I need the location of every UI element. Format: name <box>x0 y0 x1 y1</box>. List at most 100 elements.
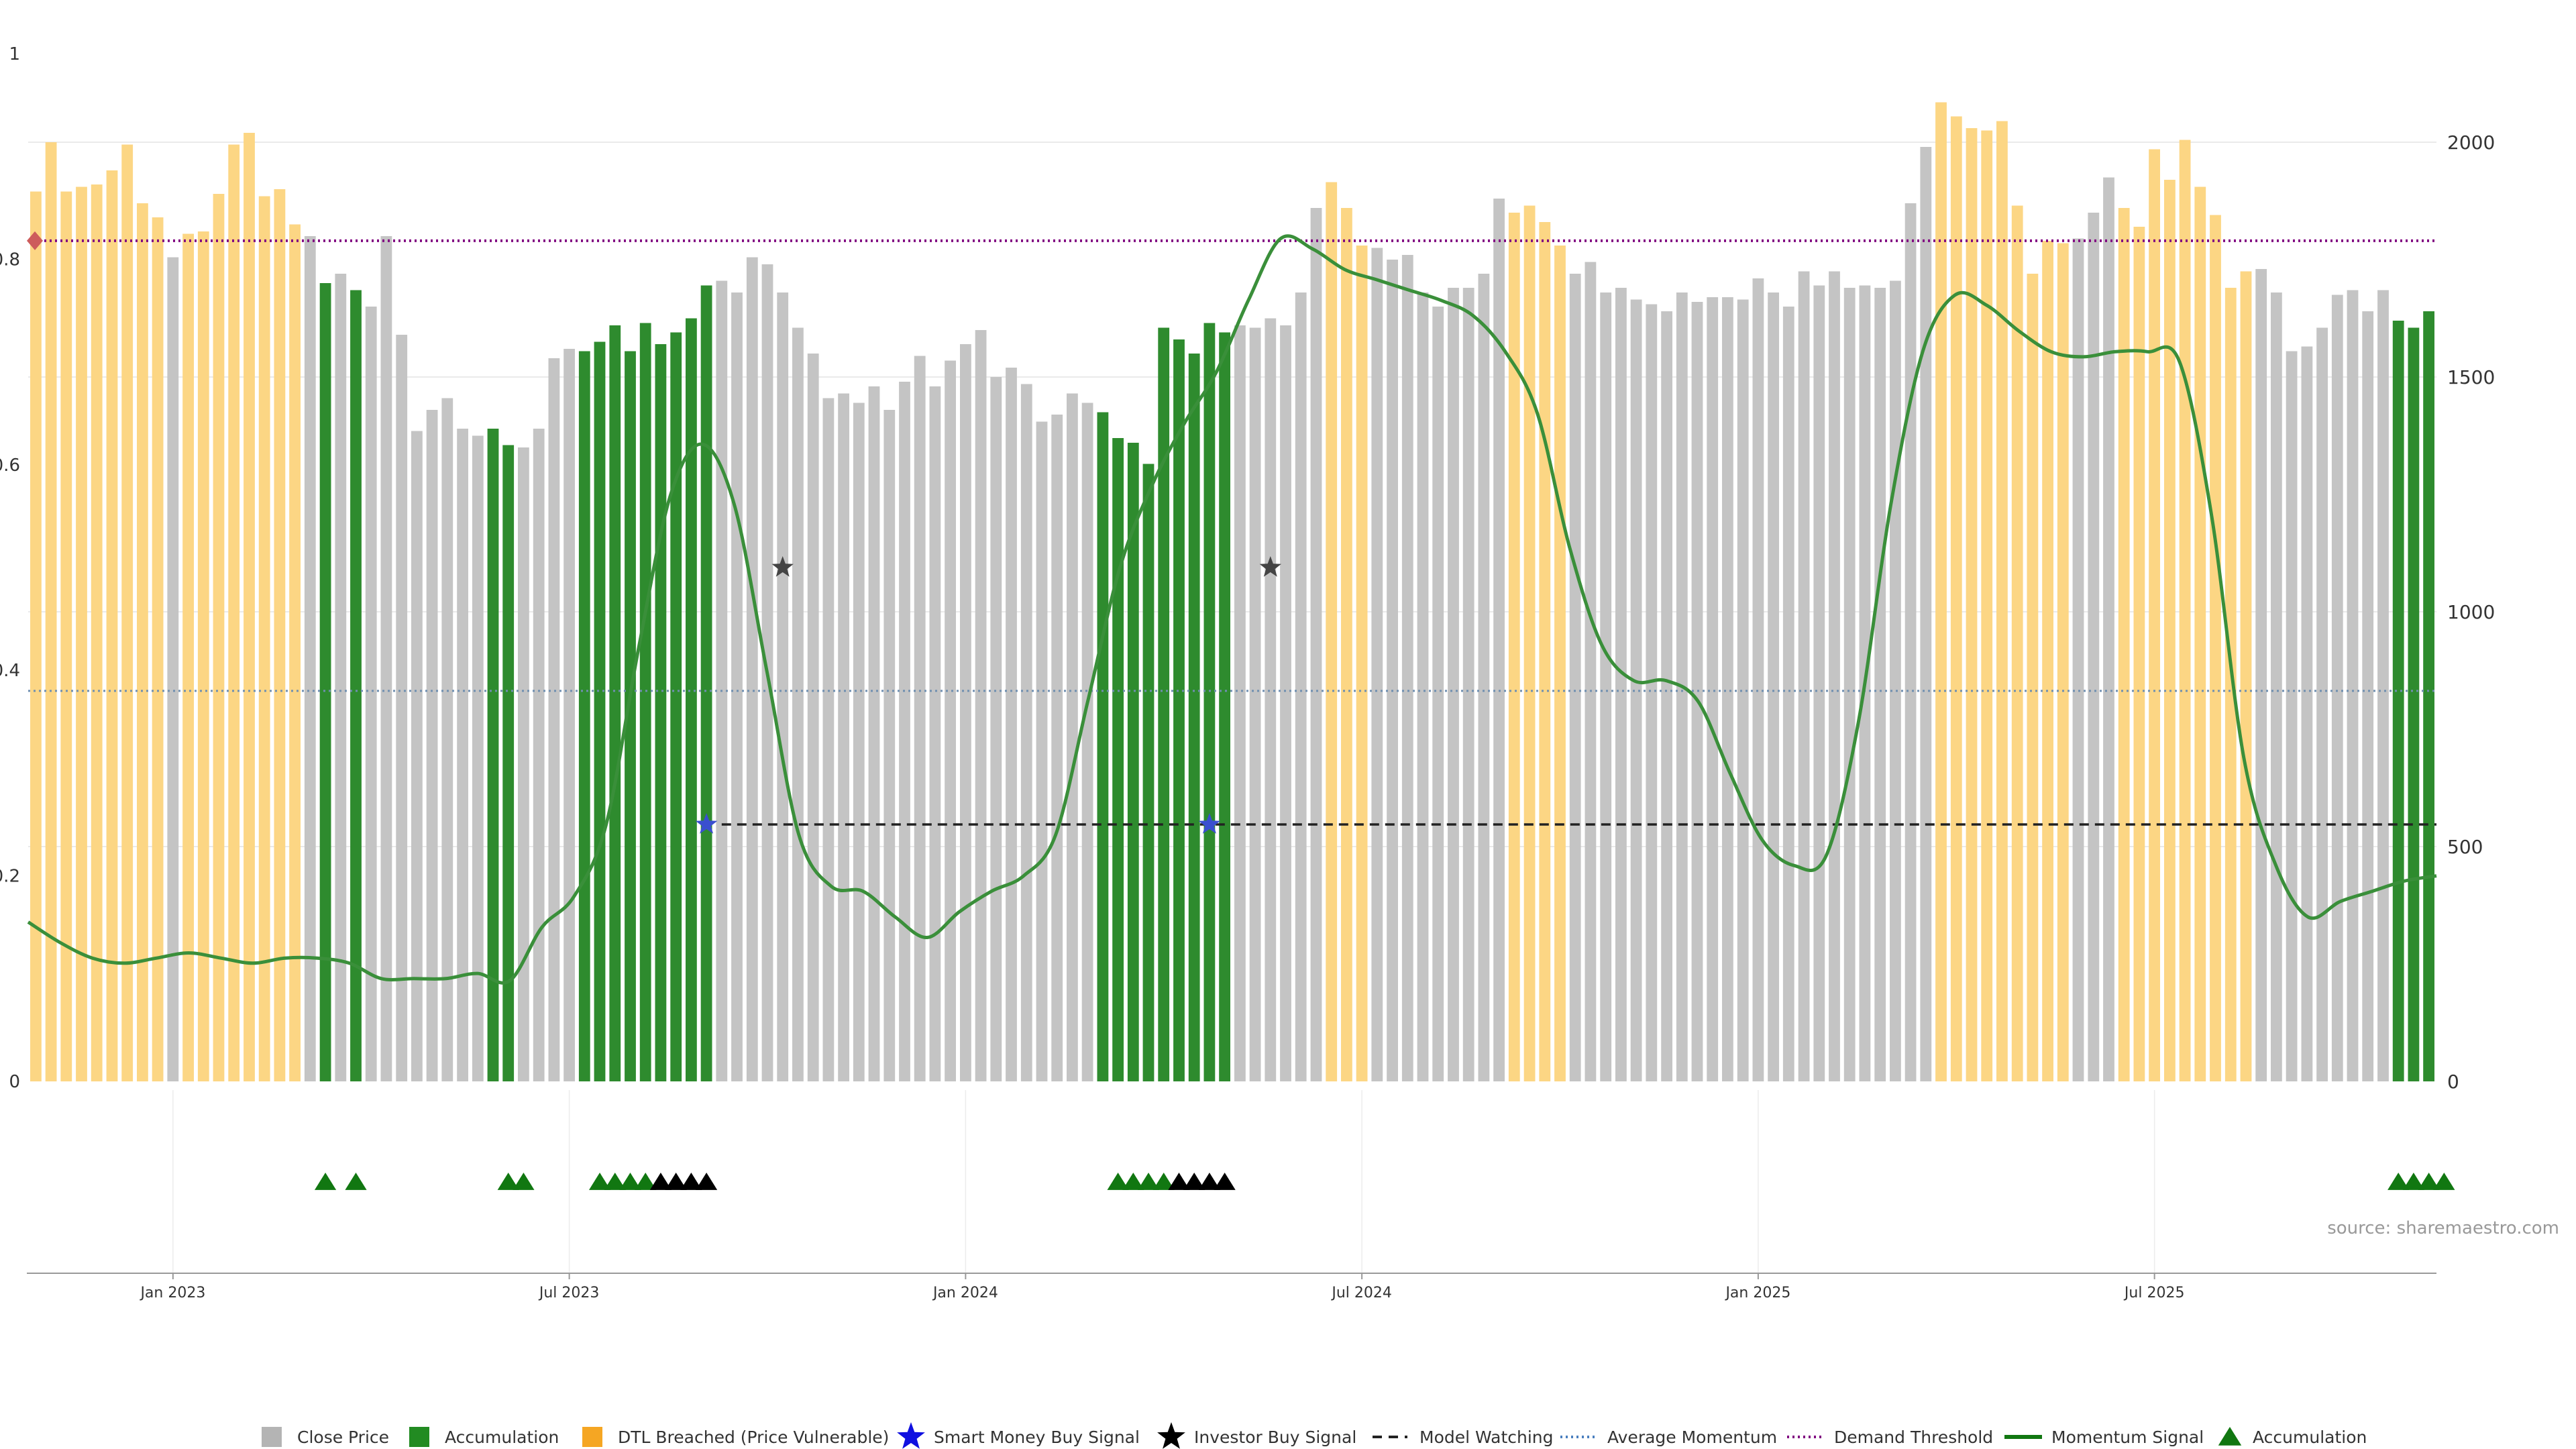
price-bar <box>1935 102 1947 1081</box>
price-bar <box>2316 327 2328 1081</box>
price-bar <box>853 402 865 1081</box>
price-bar <box>2301 346 2313 1081</box>
legend-star-icon <box>1157 1422 1185 1449</box>
price-bar <box>1843 288 1856 1081</box>
price-bar <box>396 335 408 1081</box>
price-bar <box>502 445 515 1081</box>
price-bar <box>1539 222 1551 1081</box>
price-bar <box>2286 351 2298 1081</box>
price-bar <box>1188 354 1200 1081</box>
price-bar <box>1630 299 1642 1081</box>
y-left-tick-label: 0 <box>9 1072 20 1092</box>
y-left-tick-label: 0.8 <box>0 250 20 270</box>
price-bar <box>716 280 728 1081</box>
price-bar <box>1722 297 1733 1081</box>
axes: 0 0.2 0.4 0.6 0.8 1 0 500 1000 1500 2000 Jan 2023 Ju… <box>0 44 2495 1301</box>
price-bar <box>2072 238 2084 1081</box>
price-bar <box>1523 205 1536 1081</box>
reference-lines <box>27 231 2436 826</box>
price-bar <box>152 217 164 1081</box>
legend-label: DTL Breached (Price Vulnerable) <box>618 1428 889 1447</box>
price-bar <box>335 274 347 1081</box>
price-bar <box>2179 140 2191 1081</box>
price-bar <box>1265 318 1277 1081</box>
accumulation-marker <box>2418 1173 2440 1190</box>
accumulation-marker <box>1183 1173 1205 1190</box>
price-bar <box>2255 269 2267 1081</box>
legend-label: Momentum Signal <box>2051 1428 2204 1447</box>
accumulation-marker <box>2402 1173 2425 1190</box>
accumulation-marker <box>2387 1173 2410 1190</box>
legend-swatch <box>582 1427 602 1447</box>
price-bar <box>1462 288 1474 1081</box>
price-bar <box>1478 274 1490 1081</box>
price-bar <box>76 186 87 1081</box>
price-bar <box>2240 271 2252 1081</box>
price-bar <box>975 330 987 1081</box>
legend-triangle-icon <box>2218 1427 2242 1446</box>
price-bar <box>1661 311 1672 1081</box>
price-bar <box>564 349 575 1081</box>
price-bar <box>777 292 789 1081</box>
price-bar <box>899 382 910 1081</box>
price-bar <box>1036 421 1048 1081</box>
y-left-tick-label: 1 <box>9 44 20 64</box>
price-bar <box>45 142 57 1081</box>
price-bar <box>1067 393 1078 1081</box>
price-bar <box>686 318 697 1081</box>
y-right-tick-label: 2000 <box>2447 131 2495 154</box>
accumulation-marker <box>513 1173 535 1190</box>
legend-star-icon <box>897 1422 925 1449</box>
price-bar <box>2149 149 2160 1081</box>
x-tick-label: Jan 2025 <box>1724 1285 1790 1301</box>
y-right-tick-label: 1000 <box>2447 601 2495 623</box>
price-bar <box>594 341 606 1081</box>
price-bar <box>1219 332 1230 1081</box>
investor-buy-signal-marker <box>1259 556 1281 577</box>
price-bar <box>960 344 971 1081</box>
price-bar <box>457 429 468 1081</box>
price-bar <box>2194 186 2206 1081</box>
price-bar <box>670 332 682 1081</box>
price-bar <box>1569 274 1581 1081</box>
price-bar <box>1097 412 1109 1081</box>
price-bar <box>1768 292 1779 1081</box>
price-bar <box>1890 280 1901 1081</box>
price-bar <box>1356 246 1368 1081</box>
y-right-tick-label: 1500 <box>2447 366 2495 388</box>
accumulation-marker <box>1168 1173 1190 1190</box>
price-bar <box>1904 203 1917 1081</box>
accumulation-marker <box>1137 1173 1160 1190</box>
price-bar <box>1006 368 1017 1081</box>
price-bar <box>1432 307 1444 1081</box>
price-bar <box>350 290 362 1081</box>
price-bar <box>182 233 194 1081</box>
price-bar <box>441 398 453 1081</box>
y-left-tick-label: 0.6 <box>0 455 20 476</box>
accumulation-markers <box>314 1173 2455 1190</box>
price-bar <box>2103 177 2114 1081</box>
price-bar <box>274 189 286 1081</box>
price-bar <box>2118 208 2130 1081</box>
accumulation-marker <box>604 1173 626 1190</box>
accumulation-marker <box>345 1173 367 1190</box>
accumulation-marker <box>665 1173 687 1190</box>
price-bar <box>1051 415 1063 1081</box>
price-bar <box>929 386 941 1081</box>
price-bar <box>1874 288 1886 1081</box>
price-bar <box>1920 147 1932 1081</box>
price-bar <box>258 196 270 1081</box>
price-bar <box>1371 248 1383 1081</box>
smart-money-buy-signal-marker <box>1198 813 1221 834</box>
price-bar <box>1752 278 1764 1081</box>
price-bar <box>244 133 255 1081</box>
legend-swatch <box>262 1427 282 1447</box>
legend-swatch <box>409 1427 429 1447</box>
price-bar <box>700 285 712 1081</box>
accumulation-marker <box>1107 1173 1129 1190</box>
price-bar <box>1448 288 1459 1081</box>
price-bar <box>1829 271 1840 1081</box>
price-bar <box>2042 241 2053 1081</box>
price-bar <box>1341 208 1352 1081</box>
